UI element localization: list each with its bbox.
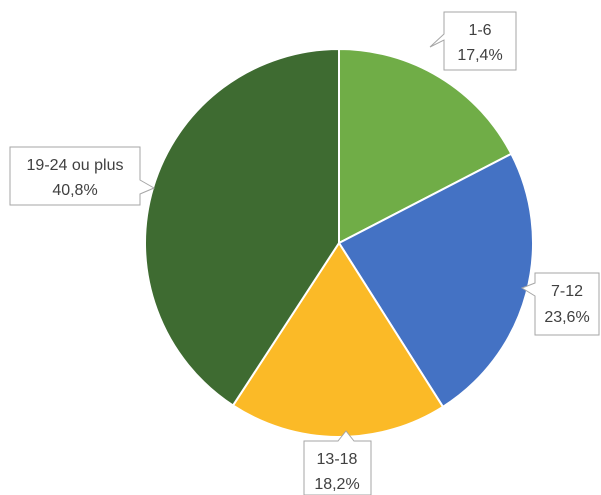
slice-value-19-24: 40,8% (52, 182, 97, 199)
slice-value-1-6: 17,4% (457, 47, 502, 64)
slice-value-7-12: 23,6% (544, 309, 589, 326)
pie-slice-13-18 (232, 242, 444, 438)
callout-box-13-18 (303, 430, 372, 495)
slice-label-19-24: 19-24 ou plus (27, 157, 124, 174)
callout-box-19-24 (9, 146, 156, 206)
pie-slice-7-12 (338, 152, 535, 408)
slice-label-1-6: 1-6 (468, 22, 491, 39)
callout-7-12: 7-12 23,6% (520, 272, 600, 336)
slice-label-13-18: 13-18 (317, 451, 358, 468)
callout-19-24: 19-24 ou plus 40,8% (9, 146, 156, 206)
pie-slices (144, 48, 535, 438)
callout-box-1-6 (429, 11, 517, 71)
slice-label-7-12: 7-12 (551, 283, 583, 300)
callout-1-6: 1-6 17,4% (429, 11, 517, 71)
slice-value-13-18: 18,2% (314, 476, 359, 493)
callout-box-7-12 (520, 272, 600, 336)
callout-13-18: 13-18 18,2% (303, 430, 372, 495)
pie-slice-1-6 (338, 48, 513, 244)
